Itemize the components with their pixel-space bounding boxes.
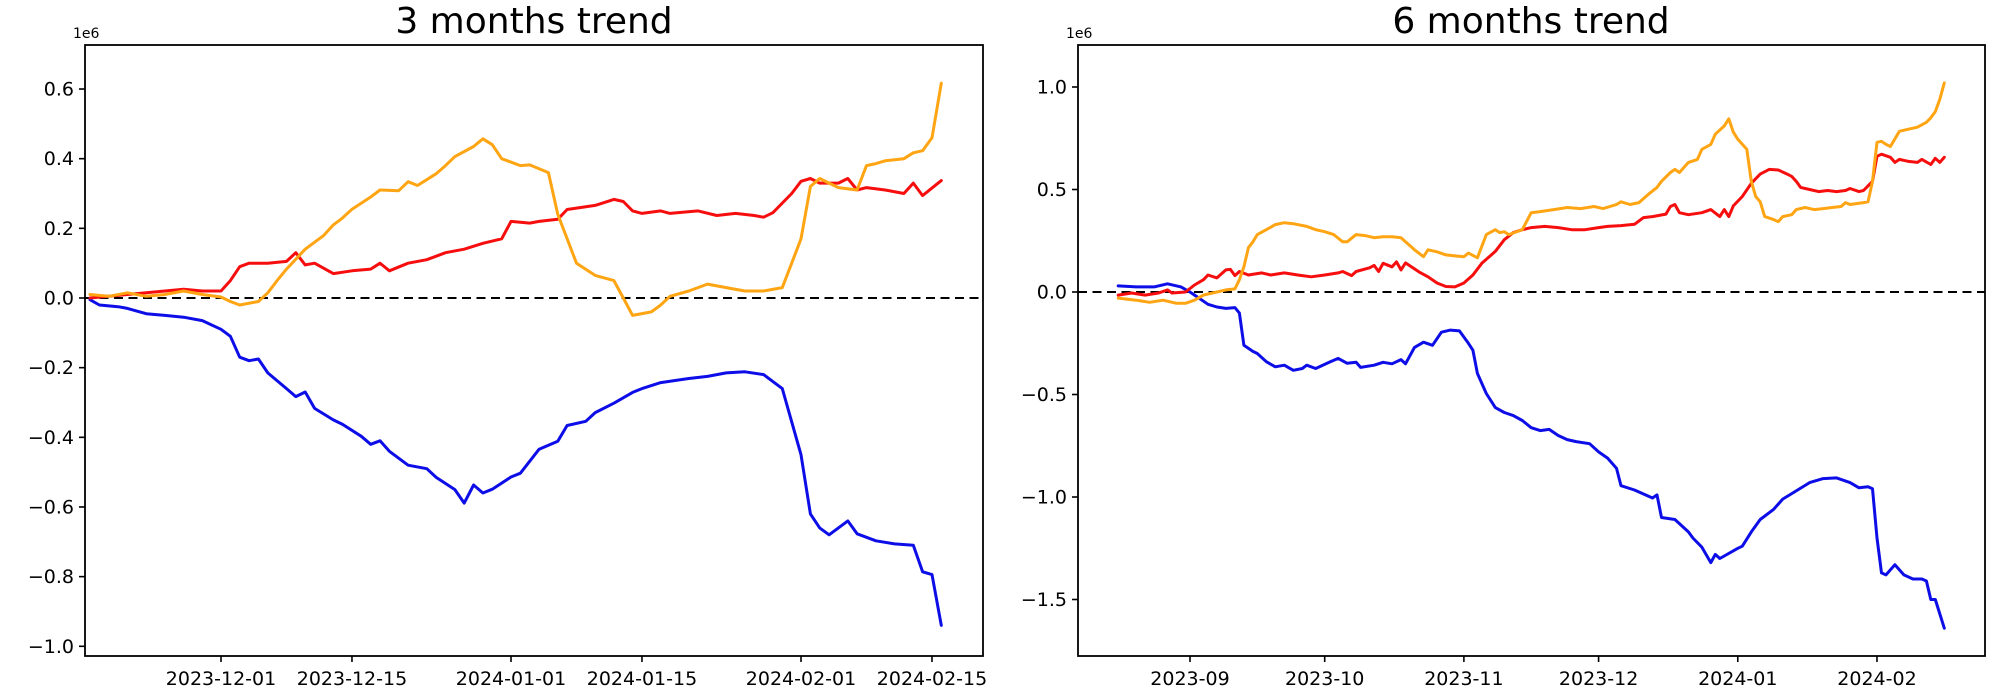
- y-tick-label: −0.5: [1021, 384, 1067, 406]
- x-tick-label: 2023-12-15: [297, 668, 407, 690]
- x-tick-label: 2023-12: [1559, 668, 1638, 690]
- y-axis-offset-label: 1e6: [73, 26, 100, 42]
- x-tick-label: 2024-01: [1698, 668, 1777, 690]
- y-tick-label: 0.6: [44, 79, 74, 101]
- y-tick-label: 0.0: [44, 288, 74, 310]
- series-line-orange: [88, 81, 943, 317]
- x-tick-label: 2024-02: [1837, 668, 1916, 690]
- chart-6-months-trend: 6 months trend 1e6 2023-09 2023-10 2023-11…: [1021, 1, 1986, 690]
- chart-title: 3 months trend: [395, 1, 672, 42]
- x-tick-label: 2023-09: [1150, 668, 1229, 690]
- x-tick-label: 2023-10: [1285, 668, 1364, 690]
- y-tick-label: −0.4: [28, 427, 74, 449]
- plot-border: [1077, 44, 1986, 657]
- series-line-red: [1116, 152, 1946, 297]
- y-tick-label: −1.0: [1021, 487, 1067, 509]
- y-tick-label: −0.6: [28, 496, 74, 518]
- x-tick-label: 2024-02-01: [746, 668, 856, 690]
- y-tick-label: 0.2: [44, 218, 74, 240]
- y-tick-label: 0.5: [1037, 179, 1067, 201]
- x-tick-label: 2023-11: [1424, 668, 1503, 690]
- y-tick-label: −0.8: [28, 566, 74, 588]
- series-line-blue: [88, 298, 943, 627]
- x-tick-label: 2023-12-01: [166, 668, 276, 690]
- plot-area: 2023-12-01 2023-12-15 2024-01-01 2024-01-15…: [28, 79, 987, 690]
- series-line-red: [88, 177, 943, 300]
- y-tick-label: 0.4: [44, 148, 74, 170]
- series-line-orange: [1116, 81, 1946, 305]
- series-line-blue: [1116, 282, 1946, 630]
- y-tick-label: −1.5: [1021, 589, 1067, 611]
- plot-area: 2023-09 2023-10 2023-11 2023-12 2024-01 2024-…: [1021, 77, 1985, 690]
- x-tick-label: 2024-01-01: [456, 668, 566, 690]
- chart-3-months-trend: 3 months trend 1e6 2023-12-01 2023-12-15 2…: [28, 1, 987, 690]
- x-tick-label: 2024-02-15: [877, 668, 987, 690]
- y-tick-label: 1.0: [1037, 77, 1067, 99]
- chart-title: 6 months trend: [1392, 1, 1669, 42]
- y-tick-label: 0.0: [1037, 282, 1067, 304]
- y-tick-label: −0.2: [28, 357, 74, 379]
- plot-border: [84, 44, 984, 657]
- x-tick-label: 2024-01-15: [587, 668, 697, 690]
- y-tick-label: −1.0: [28, 636, 74, 658]
- y-axis-offset-label: 1e6: [1066, 26, 1093, 42]
